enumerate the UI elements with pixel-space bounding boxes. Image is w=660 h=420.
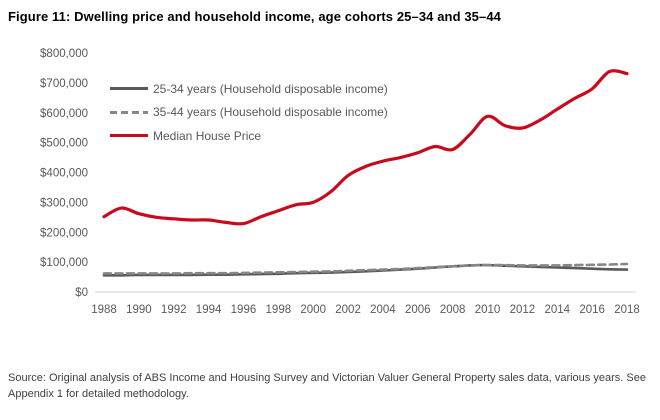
series-line-median-house-price [102,69,629,226]
x-tick-label: 1988 [91,304,117,316]
legend-item-median-house-price: Median House Price [110,124,388,148]
x-tick-label: 2002 [335,304,361,316]
x-tick-label: 2008 [440,304,466,316]
y-tick-label: $500,000 [40,138,88,150]
legend-swatch-red-line [110,134,148,138]
legend-item-income-35-44: 35-44 years (Household disposable income… [110,101,388,125]
x-tick-label: 2012 [510,304,536,316]
x-tick-label: 2000 [300,304,326,316]
x-tick-label: 1990 [126,304,152,316]
legend-item-income-25-34: 25-34 years (Household disposable income… [110,77,388,101]
x-tick-label: 2006 [405,304,431,316]
y-tick-label: $300,000 [40,197,88,209]
x-tick-label: 2016 [579,304,605,316]
x-tick-label: 1994 [196,304,222,316]
y-axis: $0 $100,000 $200,000 $300,000 $400,000 $500,0… [40,48,88,299]
x-tick-label: 2014 [544,304,570,316]
figure-title: Figure 11: Dwelling price and household … [8,9,501,24]
y-tick-label: $600,000 [40,108,88,120]
y-tick-label: $400,000 [40,168,88,180]
legend-swatch-dashed-gray-line [110,110,148,114]
y-tick-label: $0 [75,287,88,299]
x-tick-label: 2010 [475,304,501,316]
series-line-income-25-34 [102,263,629,277]
y-tick-label: $700,000 [40,78,88,90]
chart-area: $0 $100,000 $200,000 $300,000 $400,000 $500,0… [0,36,660,328]
x-axis: 1988 1990 1992 1994 1996 1998 2000 2002 2004 2006… [91,304,640,316]
legend-swatch-solid-gray-line [110,87,148,91]
line-chart: $0 $100,000 $200,000 $300,000 $400,000 $500,0… [40,48,640,316]
legend-label: Median House Price [153,128,262,143]
legend-label: 35-44 years (Household disposable income… [153,105,388,120]
y-tick-label: $800,000 [40,48,88,60]
x-tick-label: 2018 [614,304,640,316]
legend-label: 25-34 years (Household disposable income… [153,81,388,96]
source-note: Source: Original analysis of ABS Income … [8,372,646,400]
y-tick-label: $200,000 [40,227,88,239]
x-tick-label: 1996 [231,304,257,316]
y-tick-label: $100,000 [40,257,88,269]
x-tick-label: 1998 [266,304,292,316]
series-line-income-35-44 [102,262,629,275]
x-tick-label: 2004 [370,304,396,316]
chart-legend: 25-34 years (Household disposable income… [110,77,388,148]
x-tick-label: 1992 [161,304,187,316]
